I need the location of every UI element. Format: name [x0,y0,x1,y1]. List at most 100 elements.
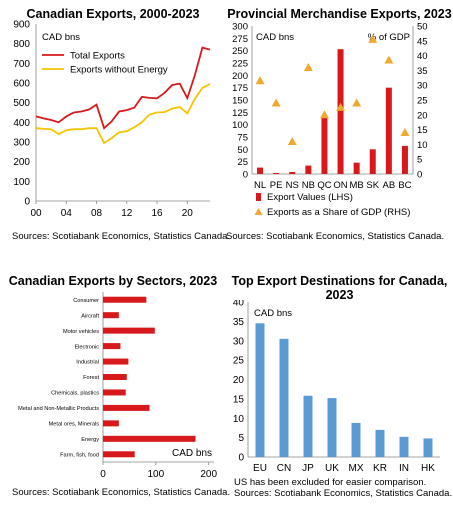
y-tick-label: 15 [233,394,245,405]
y-tick-label: 5 [238,433,244,444]
y-tick-label-right: 0 [417,170,422,181]
x-tick-label: 12 [121,208,133,219]
legend-swatch-bar [256,193,261,201]
bar-export-value [353,162,360,174]
chart-source: Sources: Scotiabank Economics, Statistic… [226,231,445,242]
x-tick-label: BC [398,180,411,191]
x-tick-label: NS [286,180,299,191]
bar-destination [255,323,265,457]
y-tick-label: Metal and Non-Metallic Products [18,406,99,412]
series-line-total-exports [35,46,211,130]
y-tick-label-left: 0 [243,170,248,181]
y-tick-label-left: 225 [232,59,248,70]
y-tick-label: Chemicals, plastics [51,391,99,397]
y-tick-label-right: 15 [417,125,428,136]
x-tick-label: UK [325,463,339,474]
y-tick-label-left: 300 [232,22,248,33]
y-tick-label: 40 [233,300,245,309]
marker-share-of-gdp [287,136,297,145]
y-tick-label-left: 200 [232,71,248,82]
y-tick-label: 500 [13,98,30,109]
unit-label: CAD bns [42,32,80,43]
x-tick-label: 100 [148,469,165,480]
unit-label: CAD bns [172,448,212,459]
chart-source: Sources: Scotiabank Economics, Statistic… [12,231,231,242]
y-tick-label: 25 [233,356,245,367]
x-tick-label: PE [270,180,283,191]
x-tick-label: 0 [100,469,106,480]
bar-destination [351,422,361,457]
y-tick-label-right: 35 [417,66,428,77]
bar-destination [375,429,385,457]
x-tick-label: 08 [91,208,103,219]
x-tick-label: IN [399,463,409,474]
x-tick-label: NB [302,180,315,191]
bar-export-value [305,165,312,174]
bar-export-value [321,117,328,174]
legend-label: Export Values (LHS) [267,192,353,203]
unit-label: CAD bns [254,308,292,319]
marker-share-of-gdp [271,98,281,107]
bar-sector [103,343,121,350]
y-tick-label-left: 100 [232,120,248,131]
y-tick-label-left: 25 [237,157,248,168]
bar-sector [103,358,129,365]
y-tick-label-left: 150 [232,96,248,107]
x-tick-label: NL [254,180,266,191]
y-tick-label: 0 [238,453,244,464]
y-tick-label: 35 [233,317,245,328]
y-tick-label-right: 30 [417,81,428,92]
y-tick-label-right: 45 [417,36,428,47]
bar-destination [423,438,433,457]
x-tick-label: 04 [61,208,73,219]
right-unit-label: % of GDP [368,32,410,43]
panel-canadian-exports: Canadian Exports, 2000-2023 0 100 200 300 40… [0,0,230,250]
x-tick-label: HK [421,463,435,474]
y-tick-label: 700 [13,59,30,70]
series-line-exports-without-energy [35,83,211,145]
line-chart: 0 100 200 300 400 500 600 700 800 900 00 04 08 12 16 20… [13,20,211,219]
y-tick-label: Forest [83,375,99,381]
y-tick-label: 0 [24,197,30,208]
y-tick-label: 300 [13,138,30,149]
bar-export-value [385,87,392,174]
x-tick-label: 00 [30,208,42,219]
bar-sector [103,389,126,396]
y-tick-label: Farm, fish, food [60,452,99,458]
y-tick-label-left: 250 [232,46,248,57]
y-tick-label: Metal ores, Minerals [49,422,100,428]
y-tick-label: 30 [233,336,245,347]
y-tick-label-right: 50 [417,22,428,33]
y-tick-label: Electronic [74,344,99,350]
y-tick-label: Motor vehicles [63,329,99,335]
chart-title: Provincial Merchandise Exports, 2023 [227,7,452,21]
y-tick-label: 100 [13,177,30,188]
bar-export-value [273,173,280,174]
y-tick-label-left: 275 [232,34,248,45]
bar-sector [103,435,196,442]
bar-sector [103,451,135,458]
chart-source: Sources: Scotiabank Economics, Statistic… [12,487,231,498]
bar-sector [103,404,150,411]
x-tick-label: CN [277,463,291,474]
y-tick-label: 20 [233,375,245,386]
y-tick-label-right: 25 [417,96,428,107]
marker-share-of-gdp [319,110,329,119]
x-tick-label: 16 [151,208,163,219]
marker-share-of-gdp [400,128,410,137]
bar-sector [103,420,119,427]
bar-export-value [369,149,376,174]
bar-chart: 0 5 10 15 20 25 30 35 40 CAD bns EU CN JP UK MX KR IN HK [233,300,440,474]
chart-title: Canadian Exports, 2000-2023 [26,7,200,21]
panel-provincial-exports: Provincial Merchandise Exports, 2023 0 25… [226,0,453,250]
bar-sector [103,296,147,303]
chart-title-line-1: Top Export Destinations for Canada, [231,274,448,288]
x-tick-label: ON [333,180,347,191]
y-tick-label: Aircraft [81,313,99,319]
marker-share-of-gdp [352,98,362,107]
bar-chart: 0255075100125150175200225250275300051015… [232,22,428,219]
y-tick-label-right: 10 [417,140,428,151]
bar-sector [103,312,119,319]
x-tick-label: MX [349,463,364,474]
legend-label: Exports without Energy [70,65,168,76]
